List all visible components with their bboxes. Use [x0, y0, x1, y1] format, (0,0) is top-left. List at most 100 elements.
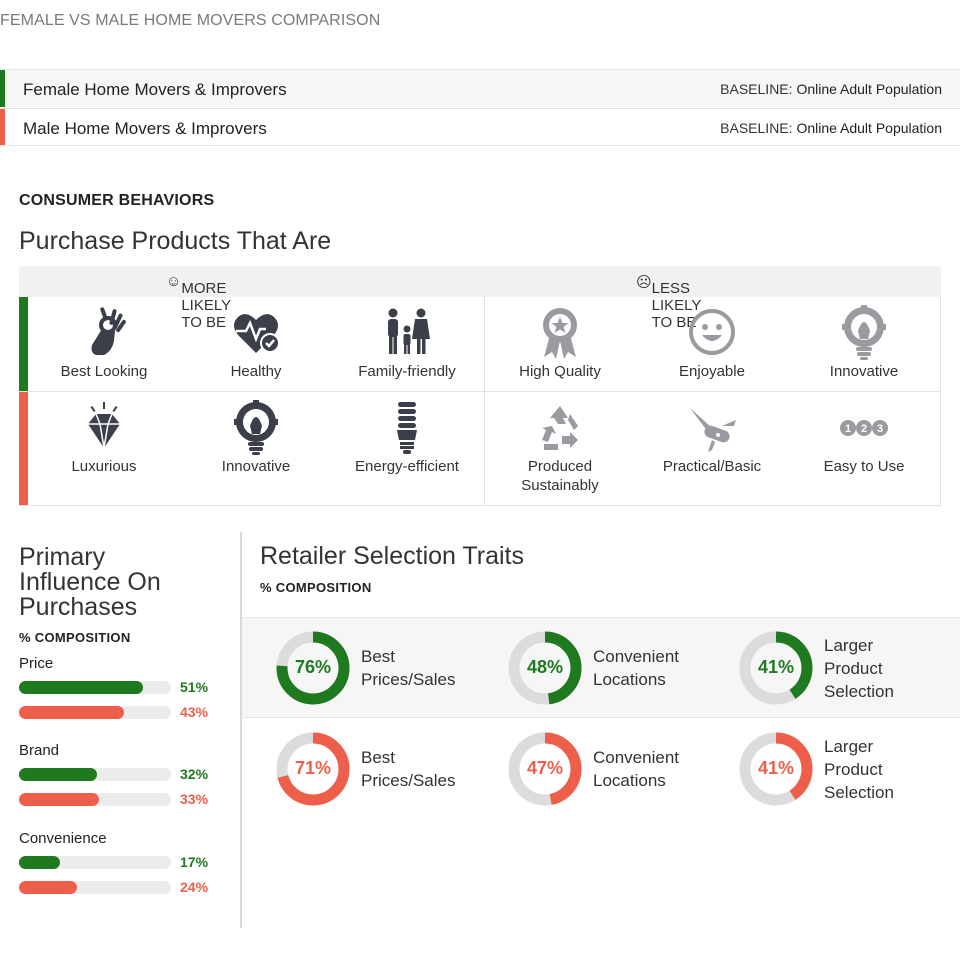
lightbulb-gear-icon: [842, 305, 886, 360]
donut-arc: [739, 631, 813, 705]
retailer-trait-label: Best Prices/Sales: [361, 748, 456, 790]
trait-label: Innovative: [221, 458, 291, 475]
male-color-marker: [0, 109, 5, 145]
male-retailer-donut: [508, 732, 582, 806]
consumer-behaviors-heading: CONSUMER BEHAVIORS: [19, 192, 215, 209]
trait-label: Best Looking: [60, 363, 148, 380]
male-retailer-value: 47%: [526, 758, 564, 778]
family-icon: [388, 308, 430, 354]
male-retailer-value: 71%: [294, 758, 332, 778]
female-influence-track: [19, 768, 171, 781]
female-influence-value: 32%: [180, 766, 209, 782]
baseline-value: Online Adult Population: [796, 81, 942, 97]
trait-cell: Best Looking: [29, 297, 179, 381]
trait-cell: Produced Sustainably: [485, 392, 635, 495]
diamond-icon: [88, 402, 120, 449]
female-retailer-value: 48%: [526, 657, 564, 677]
trait-label: Easy to Use: [823, 458, 905, 475]
donut-arc: [739, 732, 813, 806]
likelihood-header: ☺ MORE LIKELY TO BE ☹ LESS LIKELY TO BE: [19, 266, 941, 331]
trait-cell: Enjoyable: [637, 297, 787, 381]
trait-cell: High Quality: [485, 297, 635, 381]
svg-text:1: 1: [845, 423, 851, 435]
segment-name: Male Home Movers & Improvers: [23, 119, 267, 138]
male-influence-value: 43%: [180, 704, 209, 720]
composition-label: % COMPOSITION: [19, 630, 131, 645]
retailer-trait-label: Convenient Locations: [593, 748, 680, 790]
baseline-label: BASELINE:: [720, 120, 793, 136]
female-color-marker: [19, 297, 28, 391]
male-retailer-donut: [739, 732, 813, 806]
trait-label: Energy-efficient: [355, 458, 459, 475]
trait-label: Produced Sustainably: [521, 458, 599, 494]
donut-arc: [508, 732, 582, 806]
donut-arc: [508, 631, 582, 705]
award-ribbon-icon: [543, 308, 577, 359]
female-retailer-value: 41%: [757, 657, 795, 677]
trait-label: Practical/Basic: [662, 458, 762, 475]
trait-label: Luxurious: [71, 458, 137, 475]
male-behavior-grid: Luxurious Innovative Energy-efficient: [19, 392, 941, 506]
female-influence-track: [19, 681, 171, 694]
female-influence-value: 51%: [180, 679, 209, 695]
trait-label: Enjoyable: [679, 363, 745, 380]
divider: [940, 297, 941, 391]
svg-text:3: 3: [877, 423, 883, 435]
male-influence-track: [19, 793, 171, 806]
female-color-marker: [0, 70, 5, 107]
primary-influence-title: Primary Influence On Purchases: [19, 543, 161, 621]
heart-check-icon: [234, 314, 280, 353]
influence-name: Convenience: [19, 830, 107, 847]
donut-arc: [276, 631, 350, 705]
segment-name: Female Home Movers & Improvers: [23, 80, 287, 99]
female-retailer-value: 76%: [294, 657, 332, 677]
trait-cell: Innovative: [789, 297, 939, 381]
influence-name: Price: [19, 655, 54, 672]
male-influence-bar: [19, 881, 77, 894]
baseline-value: Online Adult Population: [796, 120, 942, 136]
trait-cell: Energy-efficient: [332, 392, 482, 476]
page-title: FEMALE VS MALE HOME MOVERS COMPARISON: [0, 12, 381, 29]
divider: [484, 297, 485, 391]
male-influence-track: [19, 881, 171, 894]
more-likely-label: ☺ MORE LIKELY TO BE: [166, 273, 231, 331]
male-influence-bar: [19, 793, 99, 806]
trait-cell: Luxurious: [29, 392, 179, 476]
female-influence-track: [19, 856, 171, 869]
donut-arc: [276, 732, 350, 806]
female-retailer-donut: [276, 631, 350, 705]
less-likely-label: ☹ LESS LIKELY TO BE: [636, 274, 702, 331]
influence-name: Brand: [19, 742, 60, 759]
male-color-marker: [19, 392, 28, 505]
divider: [940, 392, 941, 505]
segment-baseline: BASELINE: Online Adult Population: [720, 120, 942, 136]
trait-label: Family-friendly: [358, 363, 456, 380]
male-influence-track: [19, 706, 171, 719]
female-influence-bar: [19, 768, 97, 781]
svg-text:2: 2: [861, 423, 867, 435]
female-behavior-grid: Best Looking Healthy Family-friendly: [19, 297, 941, 392]
retailer-trait-label: Best Prices/Sales: [361, 647, 456, 689]
trait-cell: Practical/Basic: [637, 392, 787, 476]
male-retailer-donut: [276, 732, 350, 806]
smiley-icon: [689, 309, 735, 355]
female-retailer-donut: [508, 631, 582, 705]
pocket-knife-icon: [690, 408, 736, 452]
male-influence-value: 24%: [180, 879, 209, 895]
male-influence-value: 33%: [180, 791, 209, 807]
divider: [484, 392, 485, 505]
segment-row-male[interactable]: Male Home Movers & Improvers BASELINE: O…: [0, 108, 960, 146]
male-retailer-row: [242, 718, 960, 819]
lightbulb-gear-icon: [234, 400, 278, 455]
segment-row-female[interactable]: Female Home Movers & Improvers BASELINE:…: [0, 69, 960, 107]
trait-cell: Family-friendly: [332, 297, 482, 381]
female-influence-bar: [19, 681, 143, 694]
retailer-trait-label: Larger Product Selection: [824, 736, 894, 802]
ok-hand-icon: [91, 307, 126, 355]
female-retailer-donut: [739, 631, 813, 705]
female-influence-bar: [19, 856, 60, 869]
trait-label: High Quality: [519, 363, 601, 380]
trait-cell: Innovative: [181, 392, 331, 476]
